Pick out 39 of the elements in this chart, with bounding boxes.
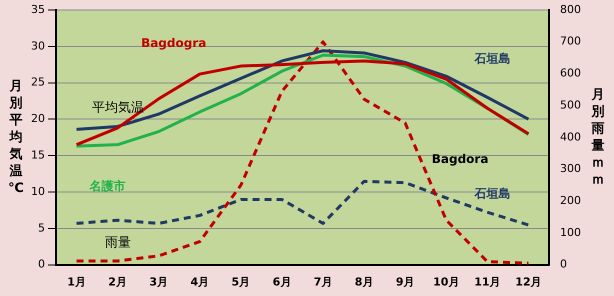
x-tick-label: 12月 bbox=[515, 275, 542, 288]
series-label: 石垣島 bbox=[473, 186, 510, 200]
line-series bbox=[75, 180, 530, 226]
annotation: 雨量 bbox=[105, 235, 131, 250]
y2-tick-label: 100 bbox=[560, 226, 582, 239]
x-tick-label: 6月 bbox=[272, 275, 292, 288]
y2-tick-label: 500 bbox=[560, 98, 582, 112]
series-label: Bagdora bbox=[432, 152, 488, 166]
x-tick-label: 10月 bbox=[433, 275, 460, 288]
annotation: 平均気温 bbox=[92, 100, 144, 116]
y2-axis-title: 月別雨量ｍｍ bbox=[590, 87, 604, 188]
x-tick-label: 11月 bbox=[474, 275, 501, 288]
y2-tick-label: 600 bbox=[560, 66, 582, 80]
y2-tick-label: 700 bbox=[560, 34, 582, 48]
series-label: Bagdogra bbox=[141, 36, 206, 50]
y2-tick-label: 0 bbox=[560, 258, 568, 271]
text: 名護市 bbox=[88, 178, 126, 193]
y-tick-label: 25 bbox=[30, 76, 45, 89]
y2-tick-label: 400 bbox=[560, 130, 582, 144]
y-tick-label: 15 bbox=[30, 148, 45, 162]
y-tick-label: 5 bbox=[38, 221, 45, 234]
y-tick-label: 35 bbox=[30, 2, 45, 16]
y-tick-label: 20 bbox=[30, 112, 45, 126]
x-tick-label: 7月 bbox=[314, 275, 332, 288]
y-tick-label: 10 bbox=[30, 184, 45, 198]
x-tick-label: 2月 bbox=[108, 275, 127, 288]
series-label: 石垣島 bbox=[473, 51, 510, 66]
x-tick-label: 1月 bbox=[67, 275, 86, 288]
x-tick-label: 9月 bbox=[396, 275, 415, 288]
x-tick-label: 8月 bbox=[354, 275, 374, 288]
y2-tick-label: 800 bbox=[560, 2, 582, 16]
y-tick-label: 0 bbox=[38, 258, 45, 271]
y-tick-label: 30 bbox=[30, 39, 45, 52]
y2-tick-label: 200 bbox=[560, 194, 582, 207]
y-axis-title: 月別平均気温℃ bbox=[8, 78, 24, 196]
x-tick-label: 5月 bbox=[232, 275, 250, 288]
y2-tick-label: 300 bbox=[560, 162, 582, 176]
x-tick-label: 4月 bbox=[190, 275, 210, 288]
x-tick-label: 3月 bbox=[149, 275, 168, 288]
